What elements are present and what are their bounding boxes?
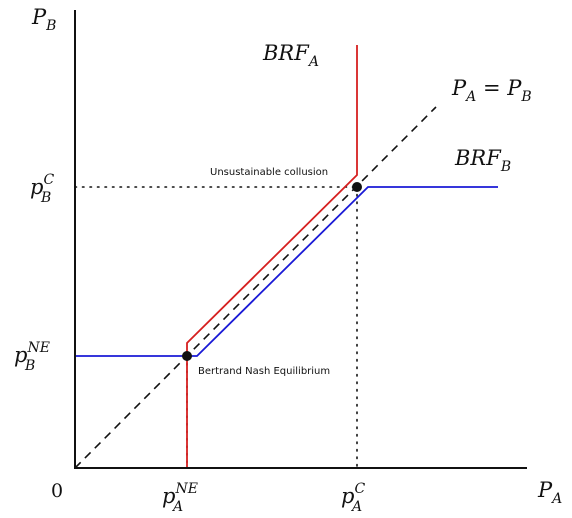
brf-a-label: BRFA — [262, 41, 319, 70]
collusion-point — [352, 182, 362, 192]
pB-NE-label: pNE B — [14, 340, 50, 374]
diagonal-label: PA = PB — [451, 76, 532, 105]
pA-NE-label: pNE A — [162, 481, 198, 515]
brf-b-label: BRFB — [454, 146, 511, 175]
pB-C-label: pC B — [30, 172, 54, 206]
nash-annotation: Bertrand Nash Equilibrium — [198, 366, 330, 377]
diagonal-line — [74, 106, 437, 469]
origin-label: 0 — [51, 480, 63, 502]
collusion-annotation: Unsustainable collusion — [210, 167, 328, 178]
brf-b-line — [75, 186, 498, 357]
pA-C-label: pC A — [341, 481, 365, 515]
nash-equilibrium-point — [182, 351, 192, 361]
brf-a-line — [186, 45, 358, 468]
x-axis-label: PA — [537, 478, 562, 507]
y-axis-label: PB — [31, 5, 56, 34]
